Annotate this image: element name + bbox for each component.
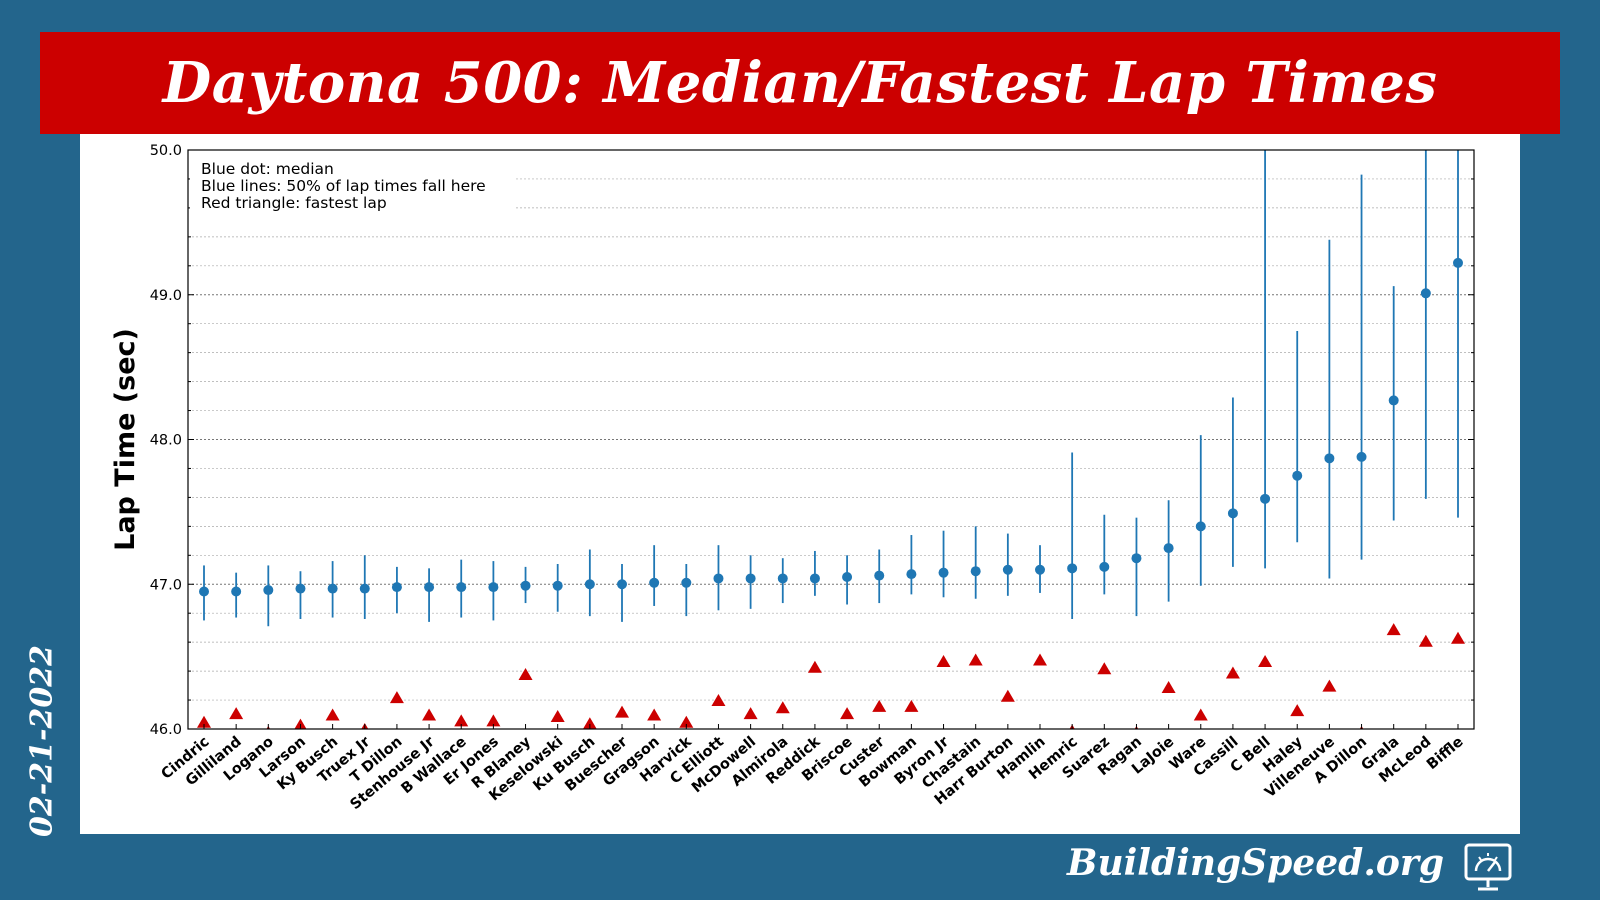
y-axis-label: Lap Time (sec) (110, 328, 141, 551)
median-dot (1002, 564, 1013, 575)
plot-frame (187, 149, 1475, 730)
fastest-lap-triangle (294, 718, 307, 729)
fastest-lap-triangle (1000, 689, 1015, 702)
median-dot (1131, 553, 1142, 564)
y-axis: 46.0 47.0 48.0 49.0 50.0 (150, 143, 1474, 738)
fastest-lap-triangle (454, 714, 469, 727)
median-dot (456, 582, 467, 593)
fastest-lap-triangle (904, 699, 919, 712)
fastest-lap-triangle (550, 709, 565, 722)
legend-quartile-entry: Blue lines: 50% of lap times fall here (201, 177, 486, 195)
median-dot (842, 572, 853, 583)
fastest-lap-triangle (422, 708, 437, 721)
fastest-lap-triangle (1033, 653, 1047, 666)
y-tick-label: 50.0 (150, 143, 182, 159)
fastest-lap-triangle (615, 705, 629, 718)
median-dot (552, 580, 563, 591)
median-dot (1356, 451, 1367, 462)
fastest-lap-triangle (325, 708, 340, 721)
median-dot (874, 570, 885, 581)
median-dot (1035, 564, 1045, 575)
y-tick-label: 49.0 (150, 288, 182, 304)
median-dot (777, 573, 788, 584)
median-dot (1420, 288, 1431, 299)
median-dot (1099, 561, 1110, 572)
median-dot (1388, 395, 1399, 406)
chart-panel: 46.0 47.0 48.0 49.0 50.0 Cindric Gilliland Log… (80, 134, 1520, 834)
fastest-lap-triangle (1225, 666, 1240, 679)
fastest-lap-triangle (1161, 681, 1176, 694)
x-tick-label: Biffle (1424, 734, 1467, 773)
median-dot (1195, 521, 1206, 532)
median-dot (1324, 453, 1335, 464)
legend-fastest-entry: Red triangle: fastest lap (201, 194, 387, 212)
fastest-lap-triangle (197, 715, 211, 728)
fastest-lap-triangle (582, 717, 597, 729)
fastest-lap-triangle (647, 708, 662, 721)
median-dot (1260, 493, 1271, 504)
median-dot (520, 580, 531, 591)
median-dot (681, 577, 692, 588)
speedometer-monitor-icon (1464, 843, 1512, 891)
fastest-lap-triangle (807, 660, 822, 673)
median-dot (745, 573, 756, 584)
fastest-lap-triangle (743, 707, 758, 720)
median-dot (1227, 508, 1238, 519)
median-dot (1453, 257, 1463, 268)
title-banner: Daytona 500: Median/Fastest Lap Times (40, 32, 1560, 134)
fastest-lap-triangle (840, 707, 855, 720)
fastest-lap-triangle (679, 715, 694, 728)
median-dot (906, 569, 917, 580)
y-tick-label: 47.0 (150, 577, 182, 593)
legend-median-entry: Blue dot: median (201, 160, 334, 178)
median-dot (584, 579, 595, 590)
median-dot (295, 583, 306, 594)
median-dot (1292, 470, 1303, 481)
fastest-lap-triangle (1451, 631, 1465, 644)
y-tick-label: 48.0 (150, 433, 182, 449)
fastest-lap-triangle (872, 699, 887, 712)
fastest-lap-triangle (229, 707, 244, 720)
chart-title: Daytona 500: Median/Fastest Lap Times (162, 50, 1438, 116)
median-dot (970, 566, 981, 577)
brand-name: BuildingSpeed.org (1067, 842, 1444, 884)
fastest-lap-triangle (518, 667, 533, 680)
date-label: 02-21-2022 (24, 645, 60, 837)
median-dot (391, 582, 402, 593)
legend-background (190, 153, 516, 211)
fastest-lap-triangle (1097, 662, 1112, 675)
median-dot (1163, 543, 1174, 554)
fastest-lap-triangle (1386, 623, 1401, 636)
median-dot (231, 586, 242, 597)
median-dot (359, 583, 370, 594)
gridlines (188, 149, 1474, 730)
fastest-lap-triangle (1418, 634, 1433, 647)
median-dot (263, 585, 274, 596)
fastest-lap-triangle (1290, 704, 1305, 717)
median-dot (938, 567, 949, 578)
median-dot (424, 582, 435, 593)
chart-marks (197, 150, 1465, 729)
median-dot (488, 582, 499, 593)
median-dot (1067, 563, 1078, 574)
fastest-lap-triangle (486, 714, 501, 727)
lap-time-chart: 46.0 47.0 48.0 49.0 50.0 CindricGillilandLog… (110, 143, 1475, 813)
fastest-lap-triangle (1322, 679, 1337, 692)
fastest-lap-triangle (711, 694, 726, 707)
fastest-lap-triangle (389, 691, 404, 704)
fastest-lap-triangle (968, 653, 983, 666)
y-tick-label: 46.0 (150, 722, 182, 738)
median-dot (199, 586, 209, 597)
median-dot (327, 583, 338, 594)
fastest-lap-triangle (775, 701, 790, 714)
fastest-lap-triangle (1258, 654, 1273, 667)
median-dot (649, 577, 660, 588)
legend: Blue dot: median Blue lines: 50% of lap … (190, 153, 516, 212)
median-dot (809, 573, 820, 584)
median-dot (713, 573, 724, 584)
fastest-lap-triangle (936, 654, 951, 667)
median-dot (617, 579, 627, 590)
fastest-lap-triangle (1193, 708, 1208, 721)
